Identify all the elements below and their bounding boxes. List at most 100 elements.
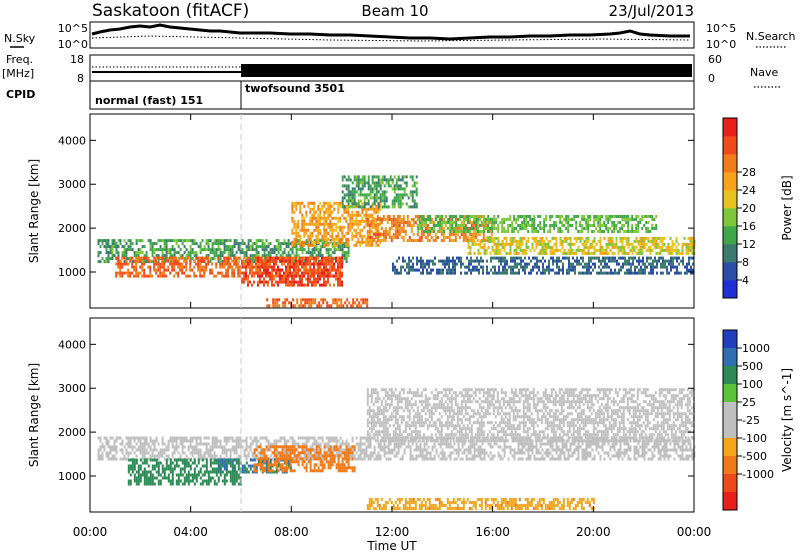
heatmap-cell	[275, 451, 278, 455]
heatmap-cell	[400, 221, 403, 224]
heatmap-cell	[121, 254, 124, 258]
heatmap-cell	[311, 240, 314, 244]
heatmap-cell	[325, 210, 328, 214]
heatmap-cell	[584, 271, 586, 275]
heatmap-cell	[605, 245, 608, 249]
heatmap-cell	[377, 457, 380, 461]
heatmap-cell	[197, 451, 200, 455]
heatmap-cell	[427, 445, 430, 449]
heatmap-cell	[392, 218, 395, 221]
heatmap-cell	[334, 301, 337, 305]
heatmap-cell	[253, 280, 255, 284]
heatmap-cell	[347, 442, 350, 446]
heatmap-cell	[536, 271, 538, 275]
heatmap-cell	[163, 260, 166, 264]
heatmap-cell	[259, 436, 262, 440]
heatmap-cell	[315, 228, 318, 232]
heatmap-cell	[169, 262, 172, 266]
heatmap-cell	[447, 221, 450, 224]
heatmap-cell	[285, 268, 287, 272]
heatmap-cell	[341, 280, 343, 284]
heatmap-cell	[189, 262, 192, 266]
heatmap-cell	[335, 442, 338, 446]
heatmap-cell	[266, 304, 269, 308]
heatmap-cell	[225, 271, 228, 275]
heatmap-cell	[383, 196, 386, 200]
heatmap-cell	[177, 245, 180, 249]
heatmap-cell	[129, 445, 132, 449]
heatmap-cell	[111, 245, 114, 249]
heatmap-cell	[365, 222, 368, 226]
heatmap-cell	[531, 230, 534, 233]
heatmap-cell	[348, 301, 351, 305]
heatmap-cell	[321, 283, 323, 287]
heatmap-cell	[473, 236, 476, 240]
heatmap-cell	[652, 262, 654, 266]
heatmap-cell	[647, 230, 650, 233]
heatmap-cell	[353, 457, 356, 461]
heatmap-cell	[305, 239, 308, 243]
heatmap-cell	[575, 224, 578, 227]
heatmap-cell	[394, 224, 397, 227]
heatmap-cell	[539, 227, 542, 230]
heatmap-cell	[523, 236, 526, 240]
heatmap-cell	[165, 454, 168, 458]
heatmap-cell	[351, 190, 354, 194]
heatmap-cell	[404, 230, 407, 233]
heatmap-cell	[488, 271, 490, 275]
heatmap-cell	[408, 259, 410, 263]
heatmap-cell	[383, 205, 386, 209]
heatmap-cell	[613, 245, 616, 249]
heatmap-cell	[567, 242, 570, 246]
heatmap-cell	[482, 236, 485, 239]
heatmap-cell	[321, 222, 324, 226]
heatmap-cell	[297, 259, 299, 263]
heatmap-cell	[483, 451, 486, 455]
heatmap-cell	[455, 448, 458, 452]
heatmap-cell	[309, 280, 311, 284]
heatmap-cell	[289, 271, 291, 275]
heatmap-cell	[227, 265, 230, 269]
heatmap-cell	[249, 257, 252, 261]
heatmap-cell	[605, 251, 608, 255]
heatmap-cell	[375, 204, 378, 208]
heatmap-cell	[523, 215, 526, 218]
heatmap-cell	[119, 259, 122, 263]
heatmap-cell	[545, 236, 548, 240]
heatmap-cell	[349, 190, 352, 194]
heatmap-cell	[235, 451, 238, 455]
heatmap-cell	[540, 271, 542, 275]
heatmap-cell	[546, 265, 548, 269]
heatmap-cell	[543, 239, 546, 243]
heatmap-cell	[639, 239, 642, 243]
heatmap-cell	[423, 454, 426, 458]
heatmap-cell	[371, 187, 374, 191]
heatmap-cell	[373, 181, 376, 185]
heatmap-cell	[558, 271, 560, 275]
heatmap-cell	[117, 436, 120, 440]
heatmap-cell	[351, 205, 354, 209]
heatmap-cell	[181, 436, 184, 440]
heatmap-cell	[397, 445, 400, 449]
heatmap-cell	[422, 271, 424, 275]
heatmap-cell	[481, 436, 484, 440]
heatmap-cell	[473, 251, 476, 255]
heatmap-cell	[433, 227, 436, 230]
heatmap-cell	[366, 233, 369, 236]
heatmap-cell	[527, 236, 530, 240]
heatmap-cell	[382, 230, 385, 233]
heatmap-cell	[598, 271, 600, 275]
heatmap-cell	[235, 259, 238, 263]
heatmap-cell	[353, 193, 356, 197]
heatmap-cell	[139, 251, 142, 255]
heatmap-cell	[357, 240, 360, 244]
heatmap-cell	[267, 283, 269, 287]
heatmap-cell	[495, 245, 498, 249]
heatmap-cell	[435, 436, 438, 440]
heatmap-cell	[299, 277, 301, 281]
heatmap-cell	[482, 239, 485, 242]
heatmap-cell	[550, 268, 552, 272]
heatmap-cell	[177, 436, 180, 440]
heatmap-cell	[241, 262, 243, 266]
heatmap-cell	[412, 262, 414, 266]
